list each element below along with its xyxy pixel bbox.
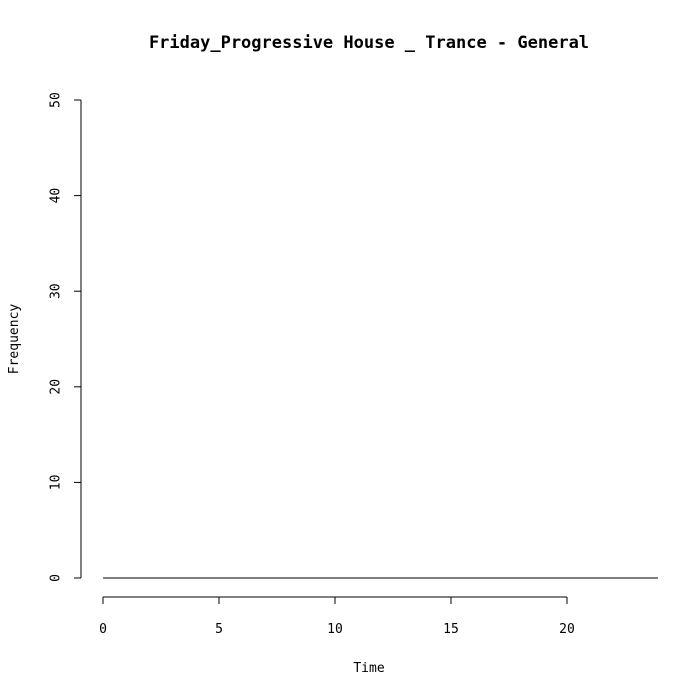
y-tick-label: 10 <box>49 475 64 491</box>
y-axis-title: Frequency <box>7 304 22 375</box>
x-tick-label: 20 <box>559 622 575 637</box>
x-tick-label: 5 <box>215 622 223 637</box>
y-tick-label: 0 <box>49 574 64 582</box>
y-axis: 0 10 20 30 40 50 <box>49 92 82 582</box>
x-axis: 0 5 10 15 20 <box>99 596 575 637</box>
y-tick-label: 50 <box>49 92 64 108</box>
y-tick-label: 40 <box>49 188 64 204</box>
y-tick-label: 20 <box>49 379 64 395</box>
y-tick-label: 30 <box>49 283 64 299</box>
chart-title: Friday_Progressive House _ Trance - Gene… <box>149 33 589 53</box>
x-tick-label: 10 <box>327 622 343 637</box>
x-tick-label: 15 <box>443 622 459 637</box>
x-tick-label: 0 <box>99 622 107 637</box>
x-axis-title: Time <box>353 661 384 676</box>
